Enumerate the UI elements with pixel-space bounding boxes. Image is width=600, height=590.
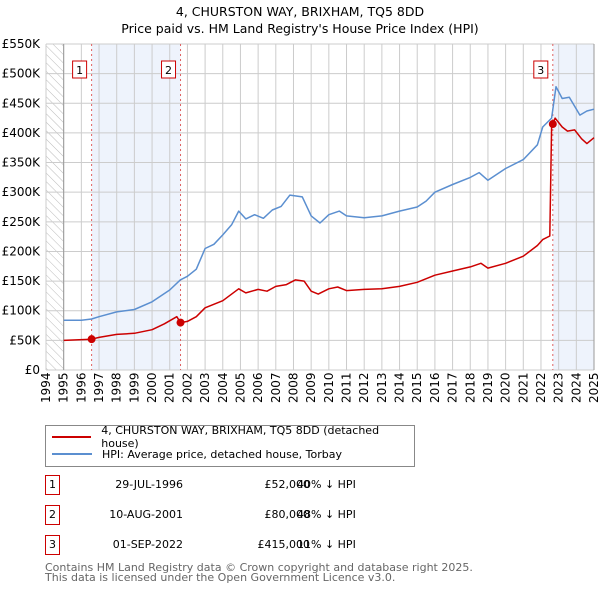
y-tick-label: £150K (2, 274, 42, 288)
footer-copyright: Contains HM Land Registry data © Crown c… (45, 561, 473, 574)
x-tick-label: 1997 (92, 372, 106, 403)
sale-label: 1 (76, 64, 83, 77)
x-tick-label: 2007 (269, 372, 283, 403)
transaction-price: £415,000 (257, 538, 311, 551)
y-tick-label: £500K (2, 67, 42, 81)
x-tick-label: 2020 (499, 372, 513, 403)
y-tick-label: £550K (2, 37, 42, 51)
x-tick-label: 1999 (127, 372, 141, 403)
shaded-range (91, 44, 181, 370)
sale-point (548, 120, 557, 129)
transaction-date: 01-SEP-2022 (112, 538, 183, 551)
shaded-range (552, 44, 594, 370)
transaction-marker: 2 (45, 505, 60, 525)
x-tick-label: 2004 (216, 372, 230, 403)
x-tick-label: 2012 (357, 372, 371, 403)
y-tick-label: £350K (2, 156, 42, 170)
x-tick-label: 2024 (569, 372, 583, 403)
transaction-hpi-diff: 11% ↓ HPI (297, 538, 356, 551)
chart-title: 4, CHURSTON WAY, BRIXHAM, TQ5 8DD (175, 4, 425, 19)
x-tick-label: 2006 (251, 372, 265, 403)
sale-label: 2 (165, 64, 172, 77)
x-tick-label: 2011 (340, 372, 354, 403)
y-tick-label: £100K (2, 304, 42, 318)
x-tick-label: 2000 (145, 372, 159, 403)
sale-point (87, 335, 96, 344)
transaction-date: 29-JUL-1996 (115, 478, 183, 491)
transaction-row: 2 10-AUG-2001 £80,000 48% ↓ HPI (45, 505, 445, 525)
legend-label-hpi: HPI: Average price, detached house, Torb… (102, 447, 342, 461)
x-tick-label: 2022 (534, 372, 548, 403)
legend-item-property: 4, CHURSTON WAY, BRIXHAM, TQ5 8DD (detac… (46, 424, 414, 450)
x-tick-label: 2023 (552, 372, 566, 403)
x-tick-label: 2009 (304, 372, 318, 403)
x-tick-label: 2019 (481, 372, 495, 403)
sale-label: 3 (537, 64, 544, 77)
x-tick-label: 1998 (110, 372, 124, 403)
chart-subtitle: Price paid vs. HM Land Registry's House … (121, 21, 479, 36)
series-line (63, 85, 595, 321)
legend-label-property: 4, CHURSTON WAY, BRIXHAM, TQ5 8DD (detac… (101, 424, 380, 450)
hatched-range (46, 44, 64, 370)
x-tick-label: 2015 (410, 372, 424, 403)
y-tick-label: £200K (2, 244, 42, 258)
transaction-marker: 3 (45, 535, 60, 555)
x-tick-label: 2014 (393, 372, 407, 403)
legend-swatch-hpi (52, 453, 92, 455)
price-chart: 1994 1995 1996 1997 1998 1999 2000 2001 2002 2003… (2, 37, 600, 403)
x-tick-label: 2021 (516, 372, 530, 403)
footer-licence: This data is licensed under the Open Gov… (45, 571, 396, 584)
transaction-row: 3 01-SEP-2022 £415,000 11% ↓ HPI (45, 535, 445, 555)
x-tick-label: 2010 (322, 372, 336, 403)
x-tick-label: 2017 (446, 372, 460, 403)
y-tick-label: £250K (2, 215, 42, 229)
y-tick-label: £400K (2, 126, 42, 140)
x-tick-label: 2025 (587, 372, 600, 403)
legend-swatch-property (52, 436, 92, 438)
y-tick-label: £450K (2, 96, 42, 110)
x-tick-label: 1995 (57, 372, 71, 403)
x-tick-label: 2001 (163, 372, 177, 403)
x-tick-label: 2005 (233, 372, 247, 403)
transaction-hpi-diff: 48% ↓ HPI (297, 508, 356, 521)
x-tick-label: 2013 (375, 372, 389, 403)
x-tick-label: 1996 (74, 372, 88, 403)
sale-point (176, 318, 185, 327)
transaction-hpi-diff: 40% ↓ HPI (297, 478, 356, 491)
x-tick-label: 2003 (198, 372, 212, 403)
transaction-price: £80,000 (264, 508, 311, 521)
x-tick-label: 2016 (428, 372, 442, 403)
sale-label-box (161, 60, 177, 79)
x-tick-label: 1994 (39, 372, 53, 403)
legend: 4, CHURSTON WAY, BRIXHAM, TQ5 8DD (detac… (45, 424, 415, 467)
y-tick-label: £0 (25, 363, 40, 377)
transaction-marker: 1 (45, 475, 60, 495)
transaction-date: 10-AUG-2001 (109, 508, 183, 521)
y-tick-label: £300K (2, 185, 42, 199)
y-tick-label: £50K (9, 333, 41, 347)
legend-item-hpi: HPI: Average price, detached house, Torb… (46, 446, 342, 462)
transaction-row: 1 29-JUL-1996 £52,000 40% ↓ HPI (45, 475, 445, 495)
transaction-price: £52,000 (264, 478, 311, 491)
sale-label-box (72, 60, 88, 79)
sale-label-box (533, 60, 549, 79)
x-tick-label: 2018 (463, 372, 477, 403)
x-tick-label: 2002 (180, 372, 194, 403)
x-tick-label: 2008 (286, 372, 300, 403)
